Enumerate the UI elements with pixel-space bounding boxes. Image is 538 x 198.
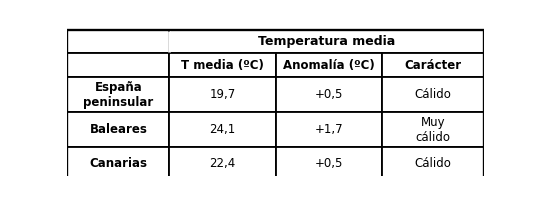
Text: +0,5: +0,5 xyxy=(315,88,343,101)
Text: España
peninsular: España peninsular xyxy=(83,81,153,109)
Bar xyxy=(169,53,276,77)
Text: 24,1: 24,1 xyxy=(209,123,236,136)
Text: +0,5: +0,5 xyxy=(315,157,343,170)
Text: Muy
cálido: Muy cálido xyxy=(416,116,451,144)
Text: 19,7: 19,7 xyxy=(209,88,236,101)
Bar xyxy=(169,77,276,112)
Text: T media (ºC): T media (ºC) xyxy=(181,59,264,72)
Bar xyxy=(169,112,276,147)
Text: Cálido: Cálido xyxy=(415,157,451,170)
Bar xyxy=(276,112,382,147)
Bar xyxy=(276,53,382,77)
Bar xyxy=(67,53,169,77)
Text: Temperatura media: Temperatura media xyxy=(258,35,395,48)
Bar xyxy=(382,53,484,77)
Bar xyxy=(67,147,169,179)
Bar xyxy=(382,112,484,147)
Bar xyxy=(382,77,484,112)
Bar xyxy=(169,30,484,53)
Text: Canarias: Canarias xyxy=(89,157,147,170)
Text: Anomalía (ºC): Anomalía (ºC) xyxy=(283,59,375,72)
Text: Baleares: Baleares xyxy=(89,123,147,136)
Text: +1,7: +1,7 xyxy=(315,123,343,136)
Bar xyxy=(276,147,382,179)
Bar xyxy=(169,147,276,179)
Text: 22,4: 22,4 xyxy=(209,157,236,170)
Bar xyxy=(67,112,169,147)
Bar xyxy=(276,77,382,112)
Bar xyxy=(382,147,484,179)
Bar xyxy=(67,77,169,112)
Text: Cálido: Cálido xyxy=(415,88,451,101)
Bar xyxy=(67,30,169,53)
Text: Carácter: Carácter xyxy=(405,59,462,72)
